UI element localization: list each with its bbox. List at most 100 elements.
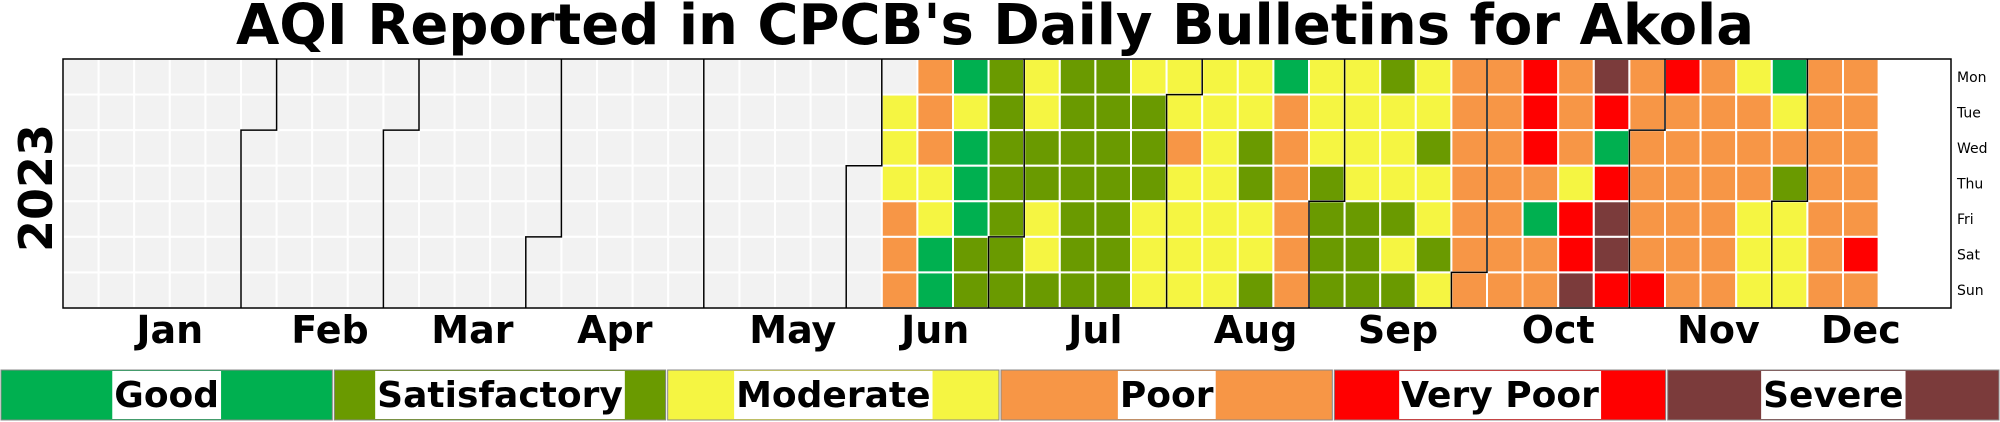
day-cell <box>168 235 207 274</box>
day-cell <box>1308 235 1346 274</box>
day-cell <box>133 58 171 96</box>
day-cell <box>809 93 848 132</box>
day-cell <box>1450 93 1489 132</box>
day-cell <box>1379 129 1417 167</box>
day-cell <box>631 164 670 203</box>
day-cell <box>880 235 919 274</box>
day-cell <box>1130 271 1168 309</box>
day-cell <box>489 93 527 132</box>
weekday-label: Fri <box>1957 212 1974 228</box>
day-cell <box>1557 58 1595 96</box>
day-cell <box>524 58 563 96</box>
legend-label: Satisfactory <box>377 375 623 416</box>
month-boundary <box>987 59 1025 308</box>
day-cell <box>524 93 563 132</box>
day-cell <box>1165 235 1204 274</box>
day-cell <box>204 200 242 238</box>
day-cell <box>1272 200 1311 238</box>
day-cell <box>1486 271 1524 309</box>
day-cell <box>1450 271 1489 309</box>
day-cell <box>987 200 1026 238</box>
day-cell <box>1236 271 1275 309</box>
day-cell <box>596 58 634 96</box>
day-cell <box>774 129 812 167</box>
day-cell <box>311 58 349 96</box>
day-cell <box>1842 235 1880 274</box>
calendar-cells <box>62 58 1880 309</box>
day-cell <box>631 93 670 132</box>
day-cell <box>1699 235 1738 274</box>
day-cell <box>880 93 919 132</box>
day-cell <box>1486 129 1524 167</box>
day-cell <box>1770 235 1809 274</box>
day-cell <box>667 164 705 203</box>
day-cell <box>1201 93 1239 132</box>
day-cell <box>418 93 456 132</box>
day-cell <box>702 271 741 309</box>
day-cell <box>489 164 527 203</box>
day-cell <box>1379 164 1417 203</box>
day-cell <box>952 58 990 96</box>
day-cell <box>1806 164 1845 203</box>
day-cell <box>1165 93 1204 132</box>
day-cell <box>453 200 492 238</box>
day-cell <box>311 164 349 203</box>
month-label: Jun <box>898 308 969 352</box>
day-cell <box>240 93 278 132</box>
day-cell <box>1272 93 1311 132</box>
day-cell <box>204 58 242 96</box>
day-cell <box>1521 164 1560 203</box>
day-cell <box>987 93 1026 132</box>
day-cell <box>524 235 563 274</box>
day-cell <box>1450 164 1489 203</box>
day-cell <box>382 93 420 132</box>
day-cell <box>1308 200 1346 238</box>
day-cell <box>1343 271 1382 309</box>
day-cell <box>418 164 456 203</box>
day-cell <box>1450 235 1489 274</box>
day-cell <box>560 164 599 203</box>
day-cell <box>1770 271 1809 309</box>
day-cell <box>987 129 1026 167</box>
month-boundary <box>845 59 883 308</box>
day-cell <box>987 235 1026 274</box>
day-cell <box>1806 58 1845 96</box>
legend-label: Very Poor <box>1401 375 1599 416</box>
legend-label: Moderate <box>736 375 930 416</box>
legend-label-background <box>1761 371 1906 419</box>
month-label: Jul <box>1065 308 1122 352</box>
day-cell <box>1735 164 1773 203</box>
day-cell <box>168 58 207 96</box>
day-cell <box>1094 164 1133 203</box>
day-cell <box>275 93 314 132</box>
day-cell <box>1842 164 1880 203</box>
day-cell <box>1272 58 1311 96</box>
day-cell <box>1343 93 1382 132</box>
day-cell <box>596 235 634 274</box>
day-cell <box>1094 58 1133 96</box>
day-cell <box>168 164 207 203</box>
day-cell <box>596 129 634 167</box>
day-cell <box>275 164 314 203</box>
day-cell <box>1201 129 1239 167</box>
day-cell <box>809 164 848 203</box>
day-cell <box>1379 200 1417 238</box>
day-cell <box>1770 200 1809 238</box>
day-cell <box>738 200 777 238</box>
day-cell <box>809 129 848 167</box>
day-cell <box>1130 93 1168 132</box>
day-cell <box>1343 235 1382 274</box>
day-cell <box>382 271 420 309</box>
day-cell <box>809 58 848 96</box>
day-cell <box>1165 58 1204 96</box>
day-cell <box>275 200 314 238</box>
month-label: Dec <box>1821 308 1901 352</box>
day-cell <box>1664 200 1702 238</box>
day-cell <box>1414 93 1453 132</box>
day-cell <box>1842 58 1880 96</box>
month-label: Apr <box>577 308 653 352</box>
calendar-frame <box>62 58 1952 309</box>
day-cell <box>774 164 812 203</box>
month-boundary <box>1308 59 1346 308</box>
day-cell <box>524 129 563 167</box>
